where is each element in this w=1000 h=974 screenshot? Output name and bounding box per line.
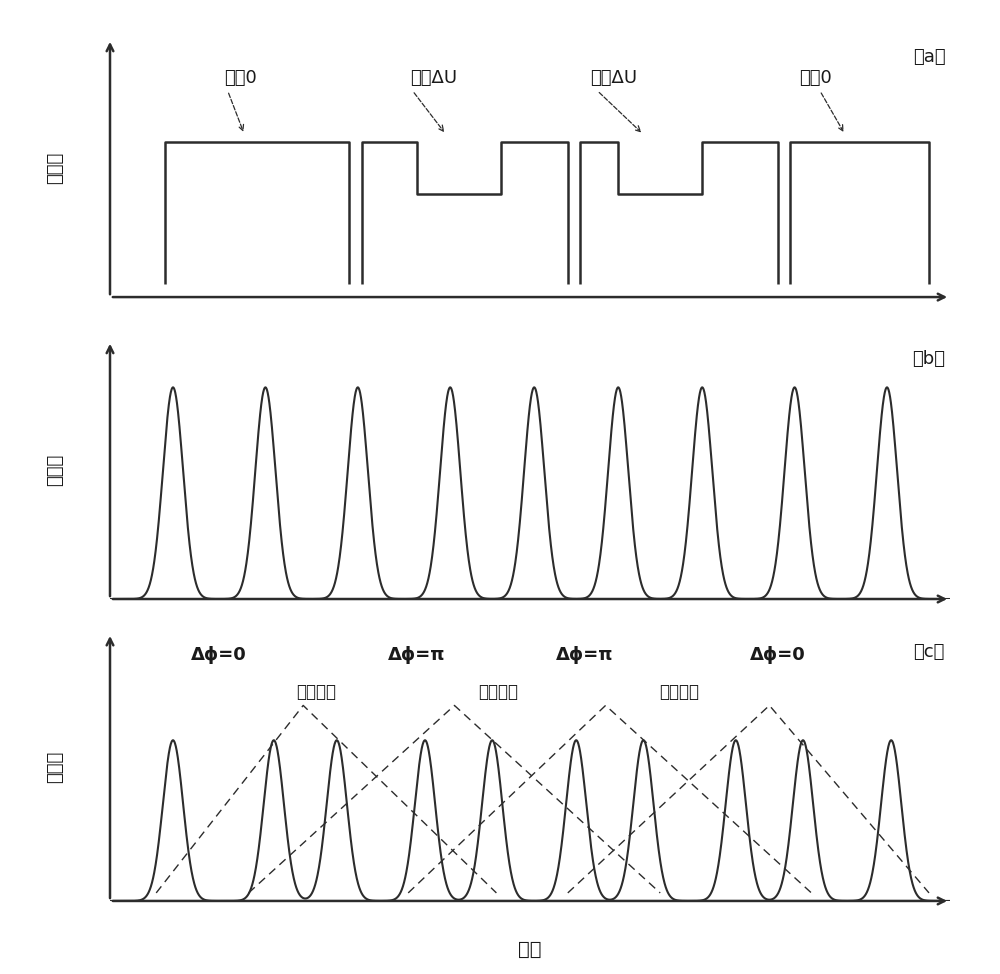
- Text: 扰动0: 扰动0: [224, 69, 257, 87]
- Text: Δϕ=π: Δϕ=π: [556, 646, 613, 663]
- Text: 扰动0: 扰动0: [799, 69, 832, 87]
- Text: （a）: （a）: [913, 48, 945, 66]
- Text: Δϕ=π: Δϕ=π: [388, 646, 445, 663]
- Text: Δϕ=0: Δϕ=0: [191, 646, 247, 663]
- Text: 电信号: 电信号: [46, 152, 64, 184]
- Text: （c）: （c）: [913, 643, 945, 660]
- Text: 电信号: 电信号: [46, 454, 64, 486]
- Text: （b）: （b）: [912, 350, 946, 368]
- Text: 光功率: 光功率: [46, 751, 64, 783]
- Text: 相位随机: 相位随机: [296, 683, 336, 701]
- Text: Δϕ=0: Δϕ=0: [750, 646, 806, 663]
- Text: 相位随机: 相位随机: [659, 683, 699, 701]
- Text: 时间: 时间: [518, 940, 542, 959]
- Text: 扰动ΔU: 扰动ΔU: [590, 69, 638, 87]
- Text: 相位随机: 相位随机: [478, 683, 518, 701]
- Text: 扰动ΔU: 扰动ΔU: [410, 69, 457, 87]
